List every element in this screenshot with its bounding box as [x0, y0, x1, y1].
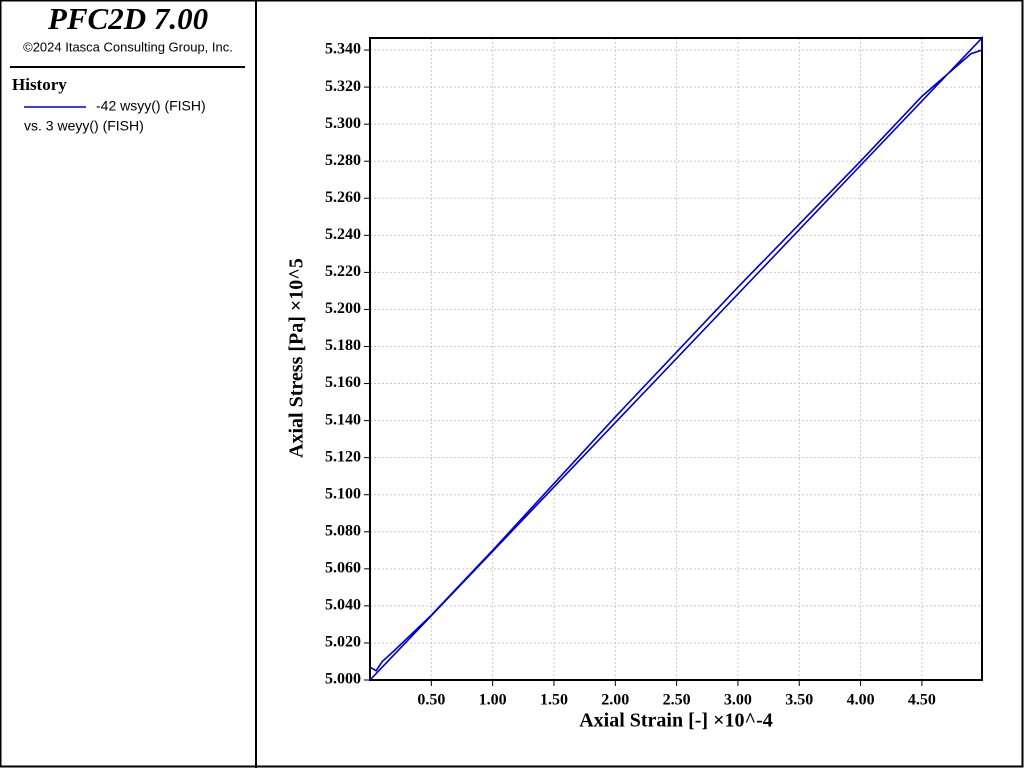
y-tick-label: 5.060 — [325, 560, 361, 577]
y-axis-label: Axial Stress [Pa] ×10^5 — [286, 258, 308, 458]
x-tick-label: 4.50 — [908, 692, 936, 709]
panel-heading: History — [12, 75, 67, 94]
y-tick-label: 5.220 — [325, 263, 361, 280]
y-tick-label: 5.040 — [325, 597, 361, 614]
x-tick-label: 3.50 — [785, 692, 813, 709]
y-tick-label: 5.140 — [325, 411, 361, 428]
x-tick-label: 4.00 — [847, 692, 875, 709]
y-tick-label: 5.240 — [325, 226, 361, 243]
legend-vs: vs. 3 weyy() (FISH) — [24, 118, 144, 134]
x-tick-label: 2.00 — [601, 692, 629, 709]
y-tick-label: 5.260 — [325, 189, 361, 206]
x-tick-label: 3.00 — [724, 692, 752, 709]
data-line — [369, 36, 983, 681]
y-tick-label: 5.300 — [325, 115, 361, 132]
y-tick-label: 5.120 — [325, 448, 361, 465]
y-tick-label: 5.080 — [325, 522, 361, 539]
y-tick-label: 5.160 — [325, 374, 361, 391]
x-axis-label: Axial Strain [-] ×10^-4 — [579, 710, 773, 732]
y-tick-label: 5.280 — [325, 152, 361, 169]
y-tick-label: 5.020 — [325, 634, 361, 651]
y-tick-label: 5.180 — [325, 337, 361, 354]
y-tick-label: 5.320 — [325, 78, 361, 95]
copyright: ©2024 Itasca Consulting Group, Inc. — [23, 39, 233, 54]
y-tick-label: 5.100 — [325, 485, 361, 502]
panel-title: PFC2D 7.00 — [47, 1, 208, 36]
x-tick-label: 0.50 — [417, 692, 445, 709]
y-tick-label: 5.000 — [325, 671, 361, 688]
y-tick-label: 5.200 — [325, 300, 361, 317]
plot-frame — [369, 37, 983, 681]
y-tick-label: 5.340 — [325, 41, 361, 58]
x-tick-label: 1.00 — [479, 692, 507, 709]
x-tick-label: 1.50 — [540, 692, 568, 709]
legend-label: -42 wsyy() (FISH) — [96, 98, 206, 114]
x-tick-label: 2.50 — [663, 692, 691, 709]
